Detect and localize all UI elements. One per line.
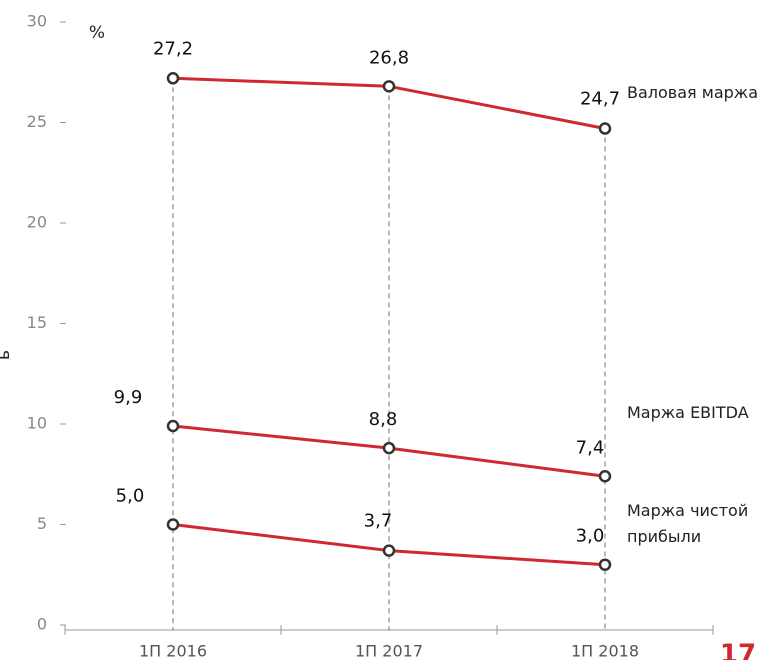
point: [382, 441, 396, 455]
data-label: 5,0: [116, 486, 145, 507]
point: [382, 544, 396, 557]
data-label: 24,7: [580, 89, 620, 110]
data-label: 9,9: [114, 387, 143, 408]
point: [598, 470, 612, 483]
y-tick-label: 10: [27, 414, 47, 433]
data-label: 26,8: [369, 47, 409, 68]
y-axis-label: ь: [0, 350, 14, 360]
series-name: Маржа чистой прибыли: [627, 501, 749, 546]
point: [166, 518, 180, 531]
page-number: 17: [720, 640, 756, 660]
point: [598, 122, 612, 135]
x-tick-label: 1П 2016: [139, 642, 207, 660]
x-tick-label: 1П 2017: [355, 642, 423, 660]
unit-label: %: [89, 23, 105, 43]
y-tick-label: 5: [37, 514, 47, 533]
data-label: 27,2: [153, 38, 193, 59]
data-label: 8,8: [369, 409, 398, 430]
y-tick-label: 25: [27, 112, 47, 131]
x-tick-label: 1П 2018: [571, 642, 639, 660]
point: [166, 72, 180, 85]
point: [166, 419, 180, 433]
data-label: 7,4: [576, 437, 605, 458]
series-name: Валовая маржа: [627, 83, 758, 102]
point: [382, 80, 396, 93]
point: [598, 558, 612, 571]
data-label: 3,7: [364, 511, 393, 532]
y-tick-label: 15: [27, 313, 47, 332]
data-label: 3,0: [576, 526, 605, 547]
y-tick-label: 0: [37, 615, 47, 634]
y-tick-label: 20: [27, 213, 47, 232]
y-tick-label: 30: [27, 12, 47, 31]
series-name: Маржа EBITDA: [627, 403, 749, 422]
